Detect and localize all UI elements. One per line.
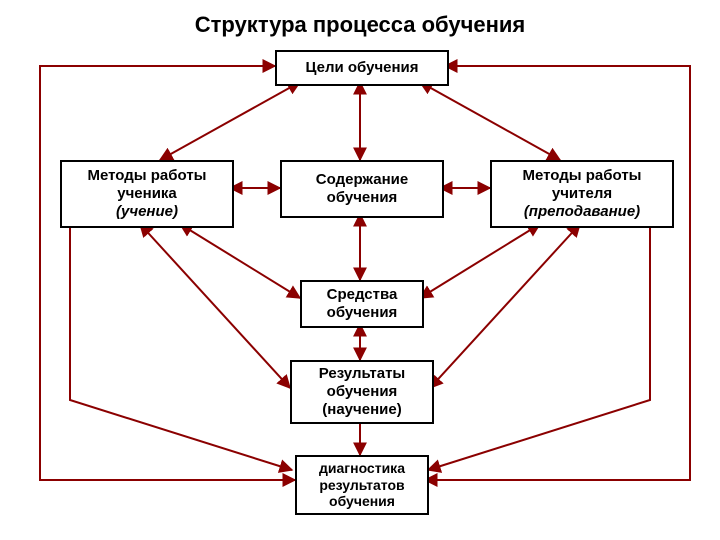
- node-means: Средства обучения: [300, 280, 424, 328]
- node-student: Методы работы ученика (учение): [60, 160, 234, 228]
- node-diagnostics-line3: обучения: [329, 493, 395, 510]
- node-results-line1: Результаты: [319, 365, 405, 383]
- node-teacher-line1: Методы работы: [523, 167, 642, 185]
- node-teacher-line2: учителя: [552, 185, 612, 203]
- node-student-line1: Методы работы: [88, 167, 207, 185]
- node-diagnostics-line1: диагностика: [319, 460, 405, 477]
- node-results: Результаты обучения (научение): [290, 360, 434, 424]
- node-student-line2: ученика: [117, 185, 177, 203]
- node-teacher-line3: (преподавание): [524, 203, 640, 221]
- node-means-line2: обучения: [327, 304, 398, 322]
- node-teacher: Методы работы учителя (преподавание): [490, 160, 674, 228]
- node-goals: Цели обучения: [275, 50, 449, 86]
- node-content-line1: Содержание: [316, 171, 408, 189]
- node-content: Содержание обучения: [280, 160, 444, 218]
- node-results-line3: (научение): [322, 401, 401, 419]
- node-diagnostics-line2: результатов: [319, 477, 404, 494]
- node-means-line1: Средства: [327, 286, 398, 304]
- node-goals-label: Цели обучения: [305, 59, 418, 77]
- node-results-line2: обучения: [327, 383, 398, 401]
- node-student-line3: (учение): [116, 203, 178, 221]
- node-diagnostics: диагностика результатов обучения: [295, 455, 429, 515]
- node-content-line2: обучения: [327, 189, 398, 207]
- diagram-title: Структура процесса обучения: [0, 12, 720, 38]
